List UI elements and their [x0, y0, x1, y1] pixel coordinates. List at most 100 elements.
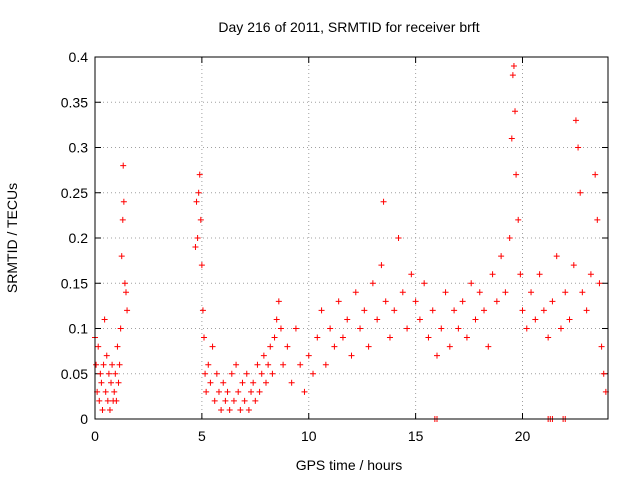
data-point: [220, 379, 227, 386]
data-point: [570, 262, 577, 269]
data-point: [545, 334, 552, 341]
data-point: [314, 334, 321, 341]
data-point: [416, 316, 423, 323]
y-tick-label: 0.1: [69, 321, 89, 337]
data-point: [96, 397, 103, 404]
data-point: [218, 406, 225, 413]
data-point: [339, 334, 346, 341]
data-point: [365, 343, 372, 350]
data-point: [124, 307, 131, 314]
data-point: [284, 343, 291, 350]
data-point: [121, 280, 128, 287]
data-point: [540, 307, 547, 314]
data-point: [193, 198, 200, 205]
data-point: [211, 397, 218, 404]
data-point: [120, 198, 127, 205]
data-point: [196, 171, 203, 178]
data-point: [273, 316, 280, 323]
data-point: [322, 361, 329, 368]
data-point: [280, 361, 287, 368]
data-point: [202, 370, 209, 377]
data-point: [118, 253, 125, 260]
data-point: [596, 280, 603, 287]
data-point: [103, 352, 110, 359]
data-point: [305, 352, 312, 359]
data-point: [108, 379, 115, 386]
data-point: [250, 379, 257, 386]
data-point: [528, 289, 535, 296]
data-point: [198, 262, 205, 269]
data-point: [451, 307, 458, 314]
data-point: [386, 334, 393, 341]
data-point: [275, 298, 282, 305]
data-point: [352, 289, 359, 296]
data-point: [399, 289, 406, 296]
data-point: [391, 307, 398, 314]
data-point: [239, 379, 246, 386]
data-point: [513, 171, 520, 178]
data-point: [594, 216, 601, 223]
data-point: [252, 397, 259, 404]
data-point: [327, 325, 334, 332]
data-point: [233, 361, 240, 368]
data-point: [100, 361, 107, 368]
data-point: [269, 370, 276, 377]
data-point: [197, 216, 204, 223]
data-point: [277, 325, 284, 332]
data-point: [120, 162, 127, 169]
y-tick-label: 0.25: [61, 185, 88, 201]
data-point: [455, 325, 462, 332]
data-point: [256, 388, 263, 395]
data-point: [566, 316, 573, 323]
data-point: [297, 361, 304, 368]
data-point: [600, 370, 607, 377]
x-tick-label: 15: [408, 428, 424, 444]
data-point: [459, 298, 466, 305]
data-point: [192, 244, 199, 251]
data-point: [226, 406, 233, 413]
data-point: [519, 307, 526, 314]
data-point: [260, 352, 267, 359]
y-tick-label: 0.4: [69, 49, 89, 65]
y-tick-label: 0.15: [61, 275, 88, 291]
data-point: [572, 117, 579, 124]
data-point: [557, 325, 564, 332]
data-point: [213, 370, 220, 377]
data-point: [408, 271, 415, 278]
data-point: [205, 361, 212, 368]
x-tick-label: 0: [91, 428, 99, 444]
data-point: [201, 334, 208, 341]
data-point: [207, 379, 214, 386]
data-point: [105, 370, 112, 377]
chart-title: Day 216 of 2011, SRMTID for receiver brf…: [218, 19, 479, 35]
data-point: [412, 298, 419, 305]
data-point: [230, 397, 237, 404]
data-point: [579, 289, 586, 296]
x-tick-label: 20: [515, 428, 531, 444]
data-point: [429, 307, 436, 314]
data-point: [476, 289, 483, 296]
data-point: [344, 316, 351, 323]
data-point: [468, 280, 475, 287]
data-point: [224, 388, 231, 395]
data-point: [515, 216, 522, 223]
y-tick-label: 0.2: [69, 230, 89, 246]
data-point: [243, 370, 250, 377]
y-tick-label: 0.3: [69, 140, 89, 156]
data-point: [122, 289, 129, 296]
y-axis-label: SRMTID / TECUs: [4, 183, 20, 293]
data-point: [517, 271, 524, 278]
data-point: [318, 307, 325, 314]
data-point: [512, 108, 519, 115]
data-point: [310, 370, 317, 377]
data-point: [111, 388, 118, 395]
data-point: [263, 379, 269, 386]
data-point: [265, 361, 272, 368]
data-point: [575, 144, 582, 151]
y-tick-label: 0.05: [61, 366, 88, 382]
data-point: [195, 189, 202, 196]
data-point: [587, 271, 594, 278]
data-point: [446, 343, 453, 350]
data-point: [583, 307, 590, 314]
